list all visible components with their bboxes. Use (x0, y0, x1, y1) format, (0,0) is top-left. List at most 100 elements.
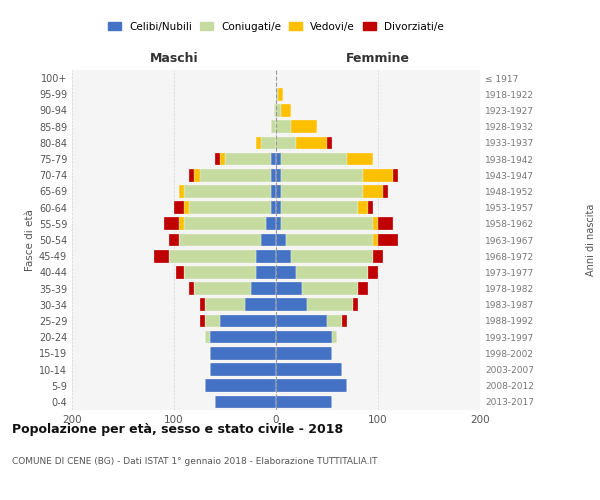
Bar (276, 152, 281, 166)
Bar (292, 120, 317, 133)
Bar (368, 266, 378, 278)
Bar (266, 218, 276, 230)
Bar (271, 152, 276, 166)
Bar (256, 136, 260, 149)
Bar (276, 347, 332, 360)
Bar (373, 234, 378, 246)
Bar (205, 314, 220, 328)
Bar (373, 250, 383, 262)
Bar (281, 202, 358, 214)
Bar (332, 331, 337, 344)
Bar (184, 266, 256, 278)
Text: Femmine: Femmine (346, 52, 410, 65)
Bar (251, 282, 276, 295)
Bar (278, 88, 283, 101)
Bar (260, 136, 276, 149)
Bar (276, 298, 307, 311)
Bar (296, 136, 327, 149)
Bar (276, 234, 286, 246)
Bar (292, 250, 373, 262)
Bar (276, 266, 296, 278)
Bar (164, 218, 179, 230)
Bar (296, 266, 368, 278)
Bar (271, 120, 276, 133)
Bar (184, 202, 190, 214)
Bar (205, 331, 210, 344)
Bar (373, 218, 378, 230)
Bar (194, 282, 251, 295)
Bar (362, 169, 394, 181)
Bar (190, 169, 194, 181)
Bar (199, 314, 205, 328)
Bar (327, 136, 332, 149)
Bar (276, 396, 332, 408)
Bar (199, 169, 271, 181)
Bar (276, 169, 281, 181)
Bar (256, 250, 276, 262)
Bar (383, 185, 388, 198)
Bar (184, 185, 271, 198)
Bar (394, 169, 398, 181)
Bar (205, 298, 245, 311)
Bar (169, 250, 256, 262)
Bar (276, 104, 281, 117)
Bar (245, 298, 276, 311)
Bar (368, 202, 373, 214)
Bar (276, 185, 281, 198)
Bar (347, 152, 373, 166)
Bar (327, 314, 342, 328)
Bar (176, 266, 184, 278)
Bar (286, 234, 373, 246)
Bar (358, 202, 368, 214)
Bar (302, 282, 358, 295)
Bar (179, 218, 184, 230)
Bar (276, 363, 342, 376)
Text: Popolazione per età, sesso e stato civile - 2018: Popolazione per età, sesso e stato civil… (12, 422, 343, 436)
Bar (174, 202, 184, 214)
Bar (378, 234, 398, 246)
Bar (274, 104, 276, 117)
Bar (281, 185, 363, 198)
Bar (190, 202, 271, 214)
Text: COMUNE DI CENE (BG) - Dati ISTAT 1° gennaio 2018 - Elaborazione TUTTITALIA.IT: COMUNE DI CENE (BG) - Dati ISTAT 1° genn… (12, 458, 377, 466)
Text: Anni di nascita: Anni di nascita (586, 204, 596, 276)
Bar (276, 136, 296, 149)
Bar (276, 120, 292, 133)
Bar (215, 396, 276, 408)
Bar (362, 185, 383, 198)
Bar (190, 282, 194, 295)
Y-axis label: Fasce di età: Fasce di età (25, 209, 35, 271)
Bar (276, 331, 332, 344)
Bar (271, 185, 276, 198)
Bar (169, 234, 179, 246)
Bar (220, 314, 276, 328)
Legend: Celibi/Nubili, Coniugati/e, Vedovi/e, Divorziati/e: Celibi/Nubili, Coniugati/e, Vedovi/e, Di… (104, 18, 448, 36)
Bar (271, 202, 276, 214)
Bar (281, 152, 347, 166)
Bar (281, 169, 363, 181)
Bar (281, 104, 292, 117)
Bar (378, 218, 394, 230)
Bar (276, 250, 292, 262)
Bar (276, 314, 327, 328)
Bar (154, 250, 169, 262)
Bar (179, 234, 260, 246)
Bar (353, 298, 358, 311)
Bar (256, 266, 276, 278)
Bar (276, 218, 281, 230)
Bar (276, 202, 281, 214)
Bar (342, 314, 347, 328)
Bar (194, 169, 199, 181)
Bar (271, 169, 276, 181)
Bar (276, 88, 278, 101)
Bar (210, 347, 276, 360)
Bar (210, 331, 276, 344)
Bar (205, 380, 276, 392)
Bar (215, 152, 220, 166)
Bar (281, 218, 373, 230)
Bar (179, 185, 184, 198)
Bar (210, 363, 276, 376)
Bar (184, 218, 266, 230)
Bar (276, 380, 347, 392)
Bar (358, 282, 368, 295)
